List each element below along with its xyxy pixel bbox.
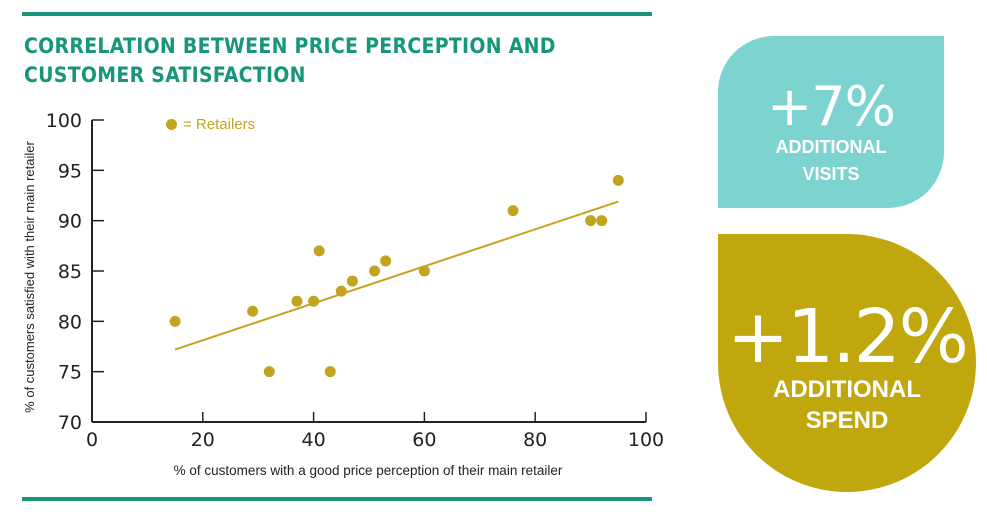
y-tick-label: 75: [58, 362, 82, 384]
visits-label-line1: ADDITIONAL: [775, 137, 887, 157]
data-point: [247, 305, 259, 317]
spend-stat-panel: +1.2% ADDITIONAL SPEND: [718, 234, 976, 492]
y-tick-label: 70: [58, 412, 82, 434]
data-point: [335, 285, 347, 297]
data-point: [291, 295, 303, 307]
x-tick-label: 80: [523, 429, 547, 451]
data-point: [313, 245, 325, 257]
bottom-rule: [22, 497, 652, 501]
visits-label: ADDITIONAL VISITS: [718, 134, 944, 188]
data-point: [263, 366, 275, 378]
y-tick-label: 80: [58, 311, 82, 333]
data-point: [596, 215, 608, 227]
y-tick-label: 95: [58, 160, 82, 182]
top-rule: [22, 12, 652, 16]
spend-label: ADDITIONAL SPEND: [718, 374, 976, 436]
x-tick-label: 40: [302, 429, 326, 451]
legend: = Retailers: [166, 116, 255, 133]
x-tick-label: 0: [86, 429, 98, 451]
trend-line: [174, 200, 619, 351]
x-tick-label: 60: [412, 429, 436, 451]
data-point: [507, 205, 519, 217]
visits-stat-panel: +7% ADDITIONAL VISITS: [718, 36, 944, 208]
data-point: [612, 174, 624, 186]
data-point: [418, 265, 430, 277]
x-tick-label: 20: [191, 429, 215, 451]
legend-label: = Retailers: [183, 116, 256, 133]
visits-label-line2: VISITS: [802, 164, 860, 184]
data-point: [308, 295, 320, 307]
spend-label-line1: ADDITIONAL: [773, 376, 921, 403]
x-tick-label: 100: [628, 429, 664, 451]
data-point: [380, 255, 392, 267]
x-axis-label: % of customers with a good price percept…: [173, 463, 563, 478]
y-tick-label: 100: [46, 110, 82, 132]
y-tick-label: 90: [58, 211, 82, 233]
data-point: [324, 366, 336, 378]
data-point: [369, 265, 381, 277]
spend-value: +1.2%: [726, 294, 969, 380]
legend-marker: [166, 119, 177, 130]
visits-value: +7%: [767, 75, 896, 138]
data-point: [346, 275, 358, 287]
data-point: [585, 215, 597, 227]
chart-title: CORRELATION BETWEEN PRICE PERCEPTION AND…: [24, 34, 556, 87]
data-point: [169, 315, 181, 327]
y-tick-label: 85: [58, 261, 82, 283]
spend-label-line2: SPEND: [805, 407, 889, 434]
y-axis-label: % of customers satisfied with their main…: [22, 141, 37, 413]
